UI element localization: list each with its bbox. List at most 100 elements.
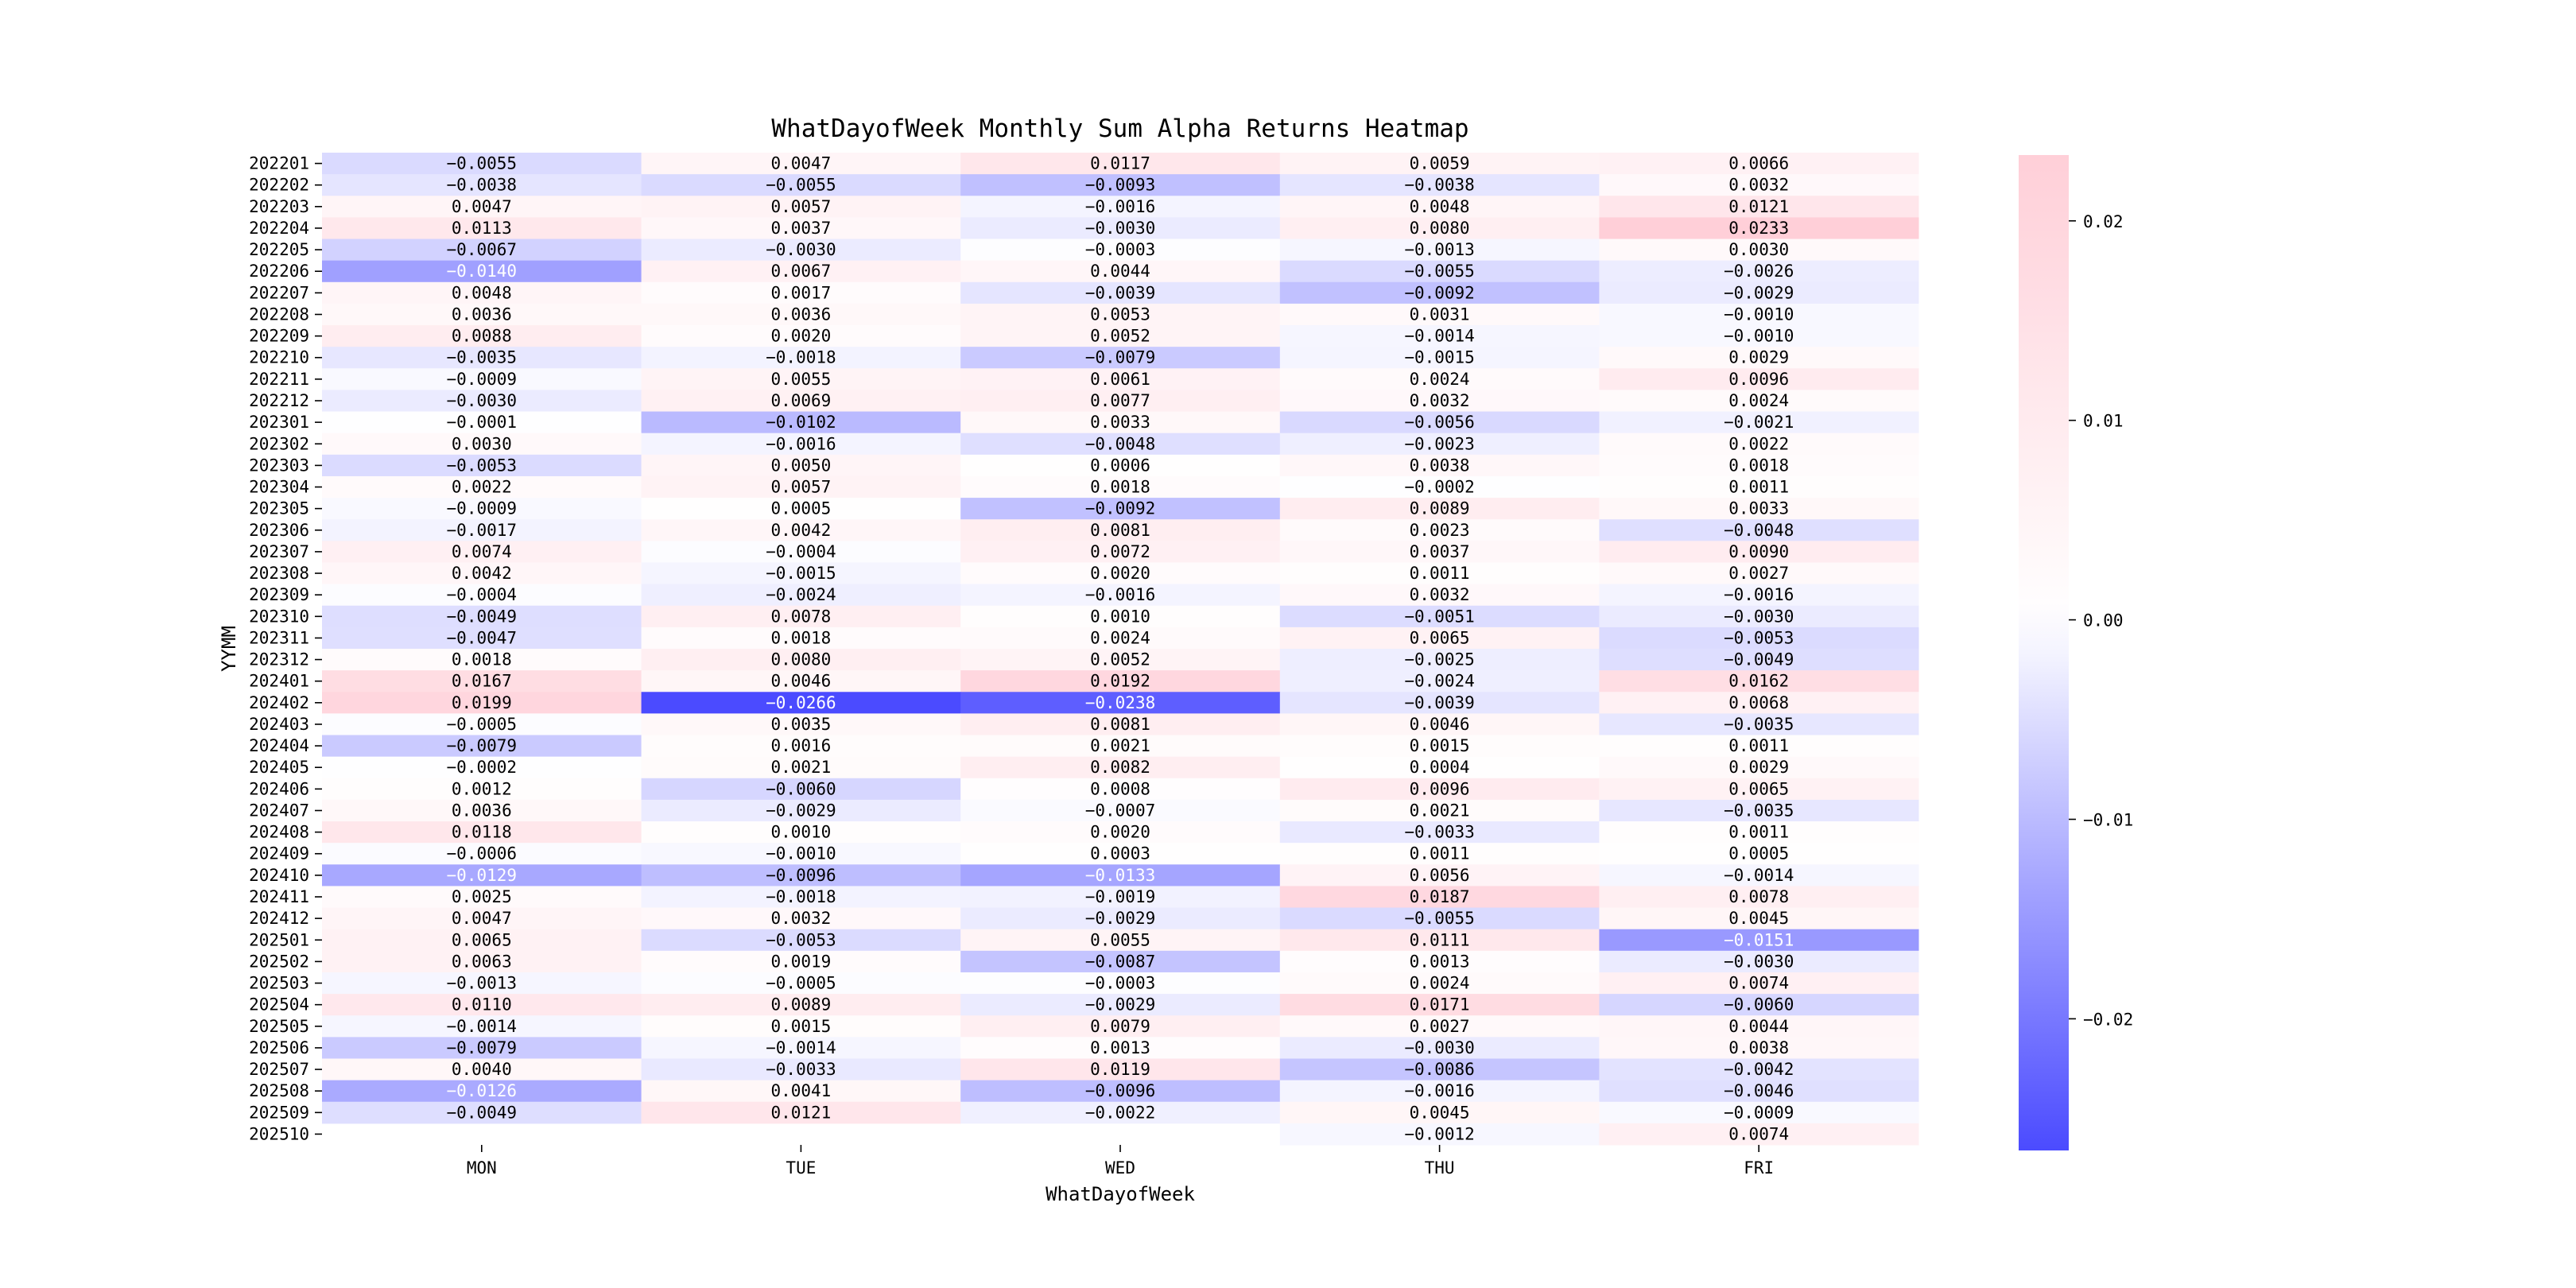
heatmap-cell xyxy=(1279,303,1600,326)
heatmap-cell xyxy=(322,799,642,822)
heatmap-cell xyxy=(1599,670,1919,692)
heatmap-cell xyxy=(1599,886,1919,909)
heatmap-cell xyxy=(1599,649,1919,671)
cell-annotation: −0.0014 xyxy=(766,1038,836,1057)
cell-annotation: 0.0032 xyxy=(1728,176,1789,195)
y-tick-label: 202507 xyxy=(249,1060,309,1079)
cell-annotation: 0.0047 xyxy=(770,154,831,173)
x-tick-label: THU xyxy=(1425,1158,1455,1177)
cell-annotation: 0.0033 xyxy=(1090,413,1150,432)
cell-annotation: 0.0040 xyxy=(452,1060,512,1079)
cell-annotation: 0.0018 xyxy=(452,650,512,669)
y-tick-label: 202408 xyxy=(249,823,309,842)
cell-annotation: 0.0045 xyxy=(1410,1103,1470,1122)
cell-annotation: −0.0016 xyxy=(1085,585,1156,604)
heatmap-cell xyxy=(641,475,961,499)
cell-annotation: −0.0006 xyxy=(447,844,518,863)
heatmap-cell xyxy=(1279,756,1600,779)
heatmap-cell xyxy=(1279,799,1600,822)
cell-annotation: 0.0038 xyxy=(1410,456,1470,475)
cell-annotation: −0.0049 xyxy=(447,1103,518,1122)
cell-annotation: 0.0089 xyxy=(1410,499,1470,518)
heatmap-cell xyxy=(1279,475,1600,499)
heatmap-cell xyxy=(1279,390,1600,413)
cell-annotation: −0.0035 xyxy=(1724,715,1794,734)
cell-annotation: −0.0030 xyxy=(766,240,836,259)
cell-annotation: −0.0004 xyxy=(766,542,836,561)
cell-annotation: −0.0060 xyxy=(766,779,836,798)
heatmap-cell xyxy=(641,239,961,262)
heatmap-cell xyxy=(1599,584,1919,607)
cell-annotation: 0.0012 xyxy=(452,779,512,798)
heatmap-cell xyxy=(960,584,1281,607)
cell-annotation: −0.0003 xyxy=(1085,974,1156,993)
heatmap-cell xyxy=(322,368,642,390)
cell-annotation: 0.0047 xyxy=(452,909,512,928)
heatmap-cell xyxy=(1279,1080,1600,1103)
cell-annotation: −0.0015 xyxy=(1404,348,1475,367)
heatmap-cell xyxy=(641,864,961,886)
heatmap-cell xyxy=(1599,1037,1919,1059)
heatmap-cell xyxy=(1279,972,1600,995)
heatmap-cell xyxy=(641,584,961,607)
cell-annotation: −0.0048 xyxy=(1724,521,1794,540)
cell-annotation: 0.0022 xyxy=(452,478,512,497)
cell-annotation: −0.0035 xyxy=(1724,801,1794,820)
cell-annotation: 0.0053 xyxy=(1090,305,1150,324)
cell-annotation: −0.0049 xyxy=(1724,650,1794,669)
cell-annotation: −0.0024 xyxy=(766,585,836,604)
colorbar: 0.02 0.01 0.00 −0.01 −0.02 xyxy=(2019,155,2133,1150)
heatmap-cell xyxy=(1599,174,1919,196)
heatmap-cell xyxy=(1279,562,1600,585)
cell-annotation: 0.0111 xyxy=(1410,930,1470,949)
cell-annotation: 0.0074 xyxy=(452,542,512,561)
heatmap-cell xyxy=(1599,1015,1919,1038)
cell-annotation: 0.0017 xyxy=(770,283,831,302)
y-tick-label: 202310 xyxy=(249,607,309,626)
heatmap-cell xyxy=(1599,907,1919,930)
cell-annotation: 0.0052 xyxy=(1090,650,1150,669)
heatmap-cell xyxy=(960,174,1281,196)
cell-annotation: −0.0133 xyxy=(1085,866,1156,885)
heatmap-cell xyxy=(960,1058,1281,1081)
y-tick-label: 202307 xyxy=(249,542,309,561)
y-tick-label: 202301 xyxy=(249,413,309,432)
cell-annotation: 0.0047 xyxy=(452,197,512,216)
heatmap-cell xyxy=(960,972,1281,995)
heatmap-cell xyxy=(322,325,642,347)
heatmap-cell xyxy=(960,281,1281,305)
heatmap-cell xyxy=(641,541,961,563)
cell-annotation: 0.0052 xyxy=(1090,327,1150,346)
cell-annotation: 0.0079 xyxy=(1090,1017,1150,1036)
heatmap-cell xyxy=(1279,627,1600,650)
y-tick-label: 202410 xyxy=(249,866,309,885)
heatmap-cell xyxy=(1599,196,1919,218)
colorbar-tick-label: −0.01 xyxy=(2083,811,2133,830)
heatmap-cell xyxy=(322,950,642,973)
cell-annotation: 0.0032 xyxy=(770,909,831,928)
cell-annotation: 0.0011 xyxy=(1410,844,1470,863)
heatmap-cell xyxy=(1599,972,1919,995)
cell-annotation: −0.0053 xyxy=(447,456,518,475)
heatmap-cell xyxy=(960,886,1281,909)
y-tick-label: 202509 xyxy=(249,1103,309,1122)
cell-annotation: −0.0049 xyxy=(447,607,518,626)
cell-annotation: 0.0074 xyxy=(1728,974,1789,993)
heatmap-cell xyxy=(641,756,961,779)
cell-annotation: 0.0055 xyxy=(1090,930,1150,949)
cell-annotation: −0.0016 xyxy=(1085,197,1156,216)
heatmap-cell xyxy=(960,756,1281,779)
heatmap-cell xyxy=(1599,303,1919,326)
heatmap-cell xyxy=(960,843,1281,865)
heatmap-cell xyxy=(960,821,1281,844)
heatmap-cell xyxy=(1279,1101,1600,1124)
cell-annotation: −0.0046 xyxy=(1724,1081,1794,1100)
cell-annotation: −0.0060 xyxy=(1724,995,1794,1014)
heatmap-cell xyxy=(641,1058,961,1081)
heatmap-cell xyxy=(1599,498,1919,520)
cell-annotation: −0.0129 xyxy=(447,866,518,885)
x-tick-label: MON xyxy=(467,1158,497,1177)
cell-annotation: −0.0010 xyxy=(766,844,836,863)
heatmap-cell xyxy=(322,390,642,413)
cell-annotation: 0.0187 xyxy=(1410,887,1470,906)
